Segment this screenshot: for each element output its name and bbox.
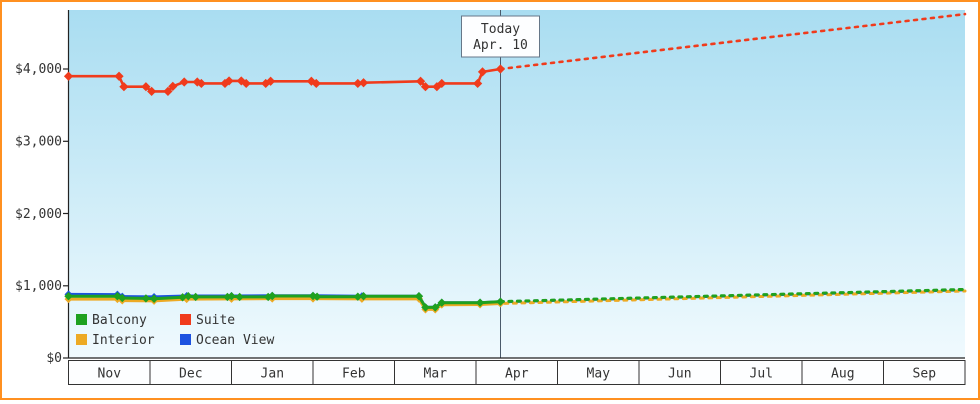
- balcony-data-point: [118, 293, 127, 303]
- month-box: [801, 360, 884, 385]
- suite-data-point: [495, 64, 506, 74]
- balcony-data-point: [431, 303, 440, 312]
- month-box: [883, 360, 966, 385]
- legend-item-suite[interactable]: Suite: [180, 313, 235, 328]
- x-axis-month-labels: Nov Dec Jan Feb Mar Apr May Jun Jul Aug …: [98, 367, 937, 382]
- legend-label-ocean-view: Ocean View: [196, 333, 274, 348]
- y-axis-label: $2,000: [15, 207, 62, 222]
- plot-area: [68, 10, 965, 358]
- balcony-data-point: [191, 292, 200, 302]
- month-box: [68, 360, 151, 385]
- suite-data-point: [311, 78, 321, 89]
- suite-data-point: [437, 78, 447, 89]
- balcony-data-point: [227, 292, 236, 301]
- month-label: Dec: [179, 367, 202, 382]
- balcony-data-point: [268, 291, 277, 301]
- suite-data-point: [241, 78, 251, 89]
- balcony-data-point: [437, 298, 446, 307]
- suite-data-point: [420, 82, 431, 92]
- month-box: [638, 360, 721, 385]
- suite-data-point: [266, 76, 276, 86]
- legend-item-balcony[interactable]: Balcony: [76, 313, 147, 328]
- balcony-data-point: [359, 292, 368, 301]
- month-box: [149, 360, 232, 385]
- x-axis-month-row: [68, 360, 966, 385]
- y-axis-label: $3,000: [15, 135, 62, 150]
- balcony-data-point: [184, 292, 193, 301]
- today-label-line1: Today: [481, 22, 520, 37]
- interior-forecast-line: [498, 289, 967, 305]
- month-label: Mar: [424, 367, 448, 382]
- balcony-data-point: [235, 292, 244, 302]
- suite-data-point: [168, 81, 178, 91]
- legend-item-interior[interactable]: Interior: [76, 333, 155, 348]
- month-label: Sep: [913, 367, 937, 382]
- month-label: Jan: [261, 367, 284, 382]
- month-box: [312, 360, 395, 385]
- suite-data-point: [163, 86, 173, 96]
- legend-label-interior: Interior: [92, 333, 155, 348]
- interior-swatch-icon: [76, 334, 87, 345]
- month-box: [394, 360, 477, 385]
- suite-data-point: [236, 76, 246, 86]
- suite-data-point: [63, 71, 74, 81]
- y-axis-labels: $0 $1,000 $2,000 $3,000 $4,000: [15, 62, 62, 366]
- month-label: Jul: [750, 367, 773, 382]
- balcony-data-point: [475, 298, 485, 307]
- legend: Balcony Suite Interior Ocean View: [76, 313, 274, 348]
- month-label: Apr: [505, 367, 529, 382]
- balcony-data-point: [64, 292, 73, 301]
- month-box: [557, 360, 640, 385]
- balcony-data-point: [496, 297, 505, 306]
- suite-data-point: [224, 76, 234, 86]
- today-box: [461, 15, 540, 58]
- month-box: [231, 360, 314, 385]
- balcony-data-point: [414, 292, 424, 301]
- month-label: Jun: [668, 367, 691, 382]
- balcony-data-point: [421, 303, 430, 312]
- legend-label-suite: Suite: [196, 313, 235, 328]
- suite-data-point: [196, 78, 206, 89]
- suite-data-point: [477, 67, 488, 77]
- suite-data-point: [141, 82, 151, 92]
- suite-swatch-icon: [180, 314, 191, 325]
- month-label: May: [587, 367, 611, 382]
- y-axis-label: $0: [46, 351, 62, 366]
- suite-data-point: [179, 77, 189, 87]
- suite-data-point: [114, 71, 124, 81]
- today-label-box: Today Apr. 10: [461, 15, 540, 58]
- suite-forecast-line: [499, 12, 967, 71]
- suite-data-point: [119, 82, 129, 92]
- month-label: Feb: [342, 367, 366, 382]
- legend-label-balcony: Balcony: [92, 313, 147, 328]
- month-label: Aug: [831, 367, 854, 382]
- balcony-swatch-icon: [76, 314, 87, 325]
- balcony-data-point: [312, 292, 322, 301]
- ocean-view-swatch-icon: [180, 334, 191, 345]
- month-box: [720, 360, 803, 385]
- legend-item-ocean-view[interactable]: Ocean View: [180, 333, 274, 348]
- suite-data-point: [358, 78, 369, 88]
- balcony-data-point: [353, 292, 363, 301]
- series-layer: [63, 12, 967, 314]
- balcony-data-point: [149, 294, 159, 303]
- balcony-data-point: [178, 293, 187, 302]
- y-axis-label: $4,000: [15, 62, 62, 77]
- today-label-line2: Apr. 10: [473, 38, 528, 53]
- suite-data-point: [147, 86, 157, 96]
- suite-data-point: [353, 78, 363, 89]
- balcony-forecast-line: [498, 287, 967, 304]
- suite-data-point: [473, 78, 483, 89]
- suite-data-point: [415, 76, 426, 86]
- month-label: Nov: [98, 367, 122, 382]
- balcony-data-point: [141, 294, 151, 303]
- y-axis-label: $1,000: [15, 279, 62, 294]
